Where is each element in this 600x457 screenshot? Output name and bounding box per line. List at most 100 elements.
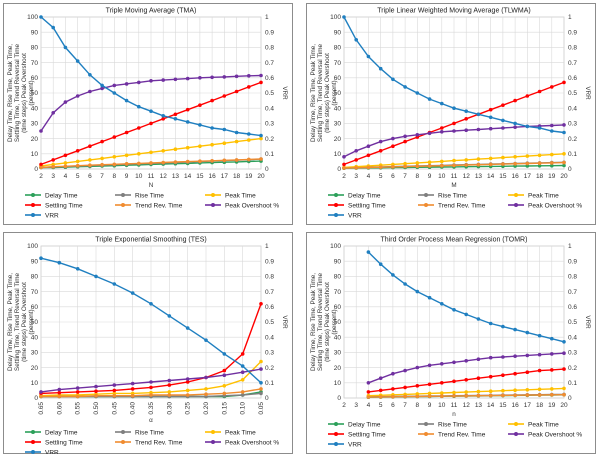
data-point [222, 352, 227, 356]
x-tick-label: 11 [148, 173, 155, 180]
data-point [185, 120, 190, 124]
y2-tick-label: 0.8 [568, 45, 577, 52]
data-point [537, 333, 542, 338]
data-point [185, 326, 190, 330]
data-point [488, 393, 493, 398]
y-tick-label: 10 [334, 151, 342, 158]
legend-item-vrr: VRR [328, 212, 362, 219]
chart-tlwma: 0 10 20 30 40 50 60 70 80 90 100 0 0.1 0.2 0.3 0.4 0.5 0.… [306, 3, 596, 225]
data-point [354, 149, 358, 153]
legend: Delay Time Rise Time Peak Time Settling Tim… [25, 429, 279, 454]
data-point [137, 104, 141, 109]
data-point [525, 370, 530, 374]
y-tick-label: 60 [334, 304, 342, 311]
data-point [550, 152, 554, 157]
legend: Delay Time Rise Time Peak Time Settling Tim… [328, 421, 582, 448]
chart-tes: 0 10 20 30 40 50 60 70 80 90 100 0 0.1 0.2 0.3 0.4 0.5 0.… [3, 232, 293, 454]
data-point [525, 124, 530, 129]
data-point [124, 153, 129, 158]
x-tick-label: 0.05 [258, 402, 265, 415]
data-point [222, 94, 227, 98]
y-tick-label: 30 [31, 350, 39, 357]
x-tick-label: 8 [416, 402, 420, 409]
data-point [391, 165, 395, 169]
data-point [452, 129, 456, 133]
data-point [185, 377, 190, 381]
data-point [75, 390, 80, 394]
x-tick-label: 18 [536, 173, 544, 180]
data-point [550, 123, 554, 128]
y-axis-label-line: Delay Time, Rise Time, Peak Time, [310, 44, 317, 142]
y2-tick-label: 0.7 [568, 289, 577, 296]
legend-marker [31, 450, 35, 454]
data-point [501, 388, 505, 393]
legend: Delay Time Rise Time Peak Time Settling Tim… [25, 192, 279, 219]
data-point [537, 161, 542, 165]
y2-tick-label: 0.5 [265, 319, 274, 326]
legend-label: Peak Overshoot % [225, 202, 279, 209]
y-tick-label: 30 [334, 350, 342, 357]
data-point [513, 388, 517, 392]
y2-tick-label: 0.2 [568, 136, 577, 143]
chart-title: Triple Exponential Smoothing (TES) [95, 237, 206, 244]
legend-item-peak-overshoot: Peak Overshoot % [508, 202, 582, 209]
y-axis-label-line: Settling Time, Trend Reversal Time [14, 273, 21, 371]
x-tick-label: 19 [245, 173, 253, 180]
data-point [161, 117, 165, 121]
data-point [185, 393, 190, 397]
y2-tick-label: 0 [265, 395, 269, 402]
data-point [247, 85, 251, 89]
data-point [259, 302, 263, 306]
data-point [452, 360, 456, 365]
legend-marker [121, 440, 125, 444]
data-point [501, 355, 505, 359]
data-point [88, 89, 92, 94]
y-tick-label: 100 [27, 14, 38, 21]
data-point [488, 355, 493, 360]
data-point [222, 141, 227, 145]
data-point [57, 390, 62, 395]
legend-marker [31, 430, 35, 434]
y2-tick-label: 1 [265, 243, 269, 250]
y-tick-label: 40 [31, 105, 39, 112]
legend-item-settling-time: Settling Time [328, 431, 386, 438]
x-tick-label: 10 [438, 402, 446, 409]
panel-tomr: 0 10 20 30 40 50 60 70 80 90 100 0 0.1 0.2 0.3 0.4 0.5 0.… [306, 232, 596, 454]
chart-title: Triple Linear Weighted Moving Average (T… [377, 8, 530, 15]
y-tick-label: 50 [31, 90, 39, 97]
data-point [198, 76, 202, 80]
legend-item-settling-time: Settling Time [25, 202, 83, 209]
data-point [550, 163, 554, 168]
data-point [525, 94, 530, 98]
data-point [112, 162, 117, 167]
data-point [130, 291, 135, 295]
legend-marker [514, 422, 518, 426]
y-axis-label: Delay Time, Rise Time, Peak Time, Settlin… [7, 273, 35, 371]
data-point [562, 152, 566, 156]
legend-label: Peak Time [528, 421, 559, 428]
y-axis-label-line: (percent) [331, 309, 338, 334]
data-point [366, 54, 371, 59]
data-point [75, 59, 80, 63]
data-point [403, 394, 407, 399]
data-point [464, 312, 468, 317]
data-point [149, 161, 153, 165]
data-point [259, 136, 263, 141]
data-point [391, 136, 395, 141]
data-point [427, 391, 432, 396]
x-tick-label: 0.25 [185, 402, 192, 415]
y-axis-label-line: Delay Time, Rise Time, Peak Time, [7, 44, 14, 142]
data-point [440, 130, 444, 134]
data-point [124, 130, 129, 135]
y-tick-label: 20 [31, 136, 39, 143]
x-axis-label: N [149, 182, 154, 189]
y-tick-label: 50 [334, 319, 342, 326]
y-tick-label: 90 [334, 258, 342, 265]
x-tick-label: 17 [221, 173, 229, 180]
data-point [167, 378, 172, 383]
data-point [537, 368, 542, 373]
data-point [464, 117, 468, 121]
y2-tick-label: 0.8 [568, 274, 577, 281]
x-tick-label: 0.45 [111, 402, 118, 415]
x-tick-label: 13 [475, 402, 483, 409]
